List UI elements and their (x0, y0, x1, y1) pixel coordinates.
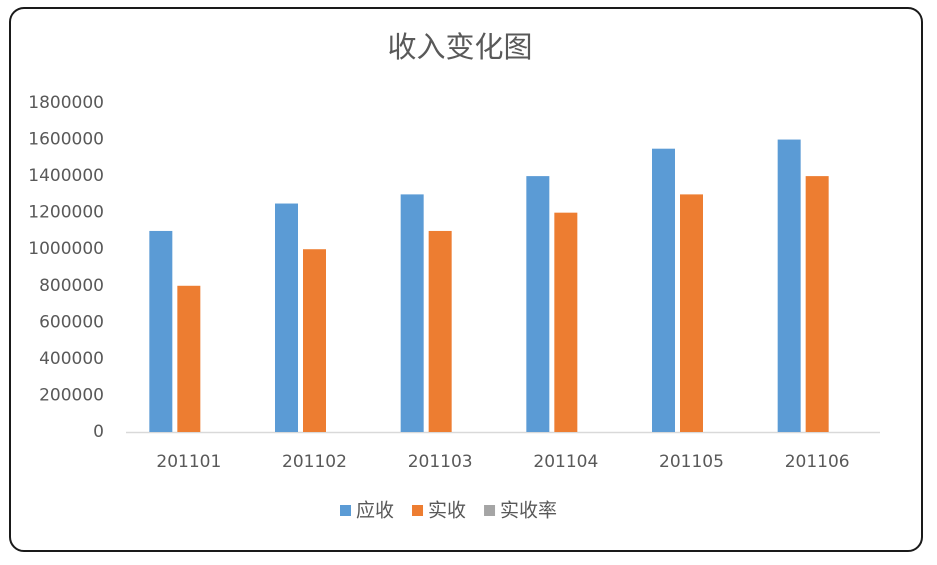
bar (400, 194, 424, 432)
y-tick-label: 200000 (39, 385, 104, 405)
x-tick-label: 201104 (533, 452, 598, 472)
bar (680, 194, 703, 432)
y-tick-label: 1200000 (28, 203, 104, 223)
y-tick-label: 1000000 (28, 239, 104, 259)
legend-swatch (484, 505, 496, 516)
bar (526, 176, 550, 432)
bar (275, 203, 298, 432)
legend-swatch (340, 505, 351, 516)
y-tick-label: 0 (93, 422, 104, 442)
bar (554, 212, 578, 432)
legend-label: 实收率 (500, 500, 557, 522)
bar (177, 285, 201, 432)
bar (805, 176, 829, 432)
bar (149, 230, 173, 432)
y-tick-label: 1800000 (28, 93, 104, 113)
x-tick-label: 201103 (408, 452, 473, 472)
x-tick-label: 201106 (785, 452, 850, 472)
y-tick-label: 1600000 (28, 130, 104, 150)
chart-title: 收入变化图 (387, 30, 532, 64)
bar (303, 249, 326, 432)
legend-label: 应收 (356, 500, 394, 522)
y-tick-label: 600000 (39, 312, 104, 332)
x-tick-label: 201101 (156, 452, 221, 472)
x-tick-label: 201102 (282, 452, 347, 472)
y-tick-label: 800000 (39, 276, 104, 296)
bar (777, 139, 801, 433)
x-tick-label: 201105 (659, 452, 724, 472)
legend-swatch (412, 505, 424, 516)
bar (652, 148, 675, 432)
y-tick-label: 400000 (39, 349, 104, 369)
bar (428, 230, 452, 432)
y-tick-label: 1400000 (28, 166, 104, 186)
legend-label: 实收 (428, 500, 466, 522)
